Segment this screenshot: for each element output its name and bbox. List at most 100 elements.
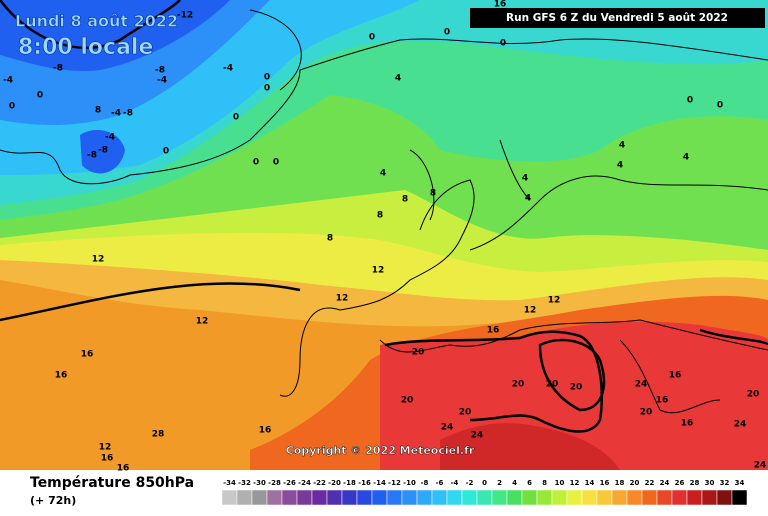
isotherm-label: -4 (157, 76, 167, 86)
legend-swatch (641, 489, 658, 506)
legend-tick-label: -16 (358, 479, 371, 487)
isotherm-label: -8 (98, 146, 108, 156)
isotherm-label: 0 (273, 158, 279, 168)
legend-tick-label: 34 (735, 479, 745, 487)
run-label: Run GFS 6 Z du Vendredi 5 août 2022 (506, 12, 728, 24)
legend-swatch (401, 489, 418, 506)
isotherm-label: 12 (196, 317, 209, 327)
legend-tick-label: 30 (705, 479, 715, 487)
isotherm-label: 8 (327, 234, 333, 244)
legend-swatch (461, 489, 478, 506)
legend-tick-label: -18 (343, 479, 356, 487)
legend-tick-label: 24 (660, 479, 670, 487)
isotherm-label: -8 (53, 64, 63, 74)
isotherm-label: 8 (95, 106, 101, 116)
isotherm-label: 24 (754, 461, 767, 471)
legend-swatch (626, 489, 643, 506)
region (80, 130, 125, 174)
legend-tick-label: -20 (328, 479, 341, 487)
legend-swatch (506, 489, 523, 506)
legend-swatch (236, 489, 253, 506)
legend: -34 -32 -30 -28 -26 -24 -22 -20 -18 -16 -14 -12 -10-… (221, 479, 748, 506)
isotherm-contours (0, 0, 768, 433)
footer-lead: (+ 72h) (30, 494, 76, 507)
isotherm-label: 0 (233, 113, 239, 123)
isotherm-label: 16 (487, 326, 500, 336)
legend-tick-label: -28 (268, 479, 281, 487)
legend-swatch (311, 489, 328, 506)
isotherm-label: 0 (163, 147, 169, 157)
isotherm-label: 20 (459, 408, 472, 418)
legend-tick-label: 12 (570, 479, 580, 487)
isotherm-label: 20 (640, 408, 653, 418)
isotherm-label: 12 (92, 255, 105, 265)
legend-swatch (686, 489, 703, 506)
isotherm-label: 0 (264, 84, 270, 94)
legend-tick-label: -32 (238, 479, 251, 487)
legend-tick-label: 16 (600, 479, 610, 487)
legend-swatch (701, 489, 718, 506)
isotherm-label: 12 (372, 266, 385, 276)
region (440, 423, 620, 470)
legend-tick-label: -24 (298, 479, 311, 487)
isotherm-label: 4 (683, 153, 689, 163)
legend-swatch (656, 489, 673, 506)
legend-tick-label: -4 (451, 479, 459, 487)
legend-swatch (491, 489, 508, 506)
isotherm-label: 16 (55, 371, 68, 381)
legend-swatch (356, 489, 373, 506)
legend-tick-label: 26 (675, 479, 685, 487)
isotherm-label: -4 (3, 76, 13, 86)
legend-tick-label: -12 (388, 479, 401, 487)
isotherm-label: 16 (81, 350, 94, 360)
legend-swatch (716, 489, 733, 506)
legend-swatch (386, 489, 403, 506)
isotherm-label: 12 (548, 296, 561, 306)
legend-tick-label: -6 (436, 479, 444, 487)
legend-tick-label: -10 (403, 479, 416, 487)
isotherm-label: 16 (656, 396, 669, 406)
legend-swatch (446, 489, 463, 506)
isotherm-label: 8 (430, 189, 436, 199)
legend-swatch (731, 489, 748, 506)
isotherm-label: 16 (259, 426, 272, 436)
legend-tick-label: 32 (720, 479, 730, 487)
legend-swatch (611, 489, 628, 506)
legend-swatch (551, 489, 568, 506)
legend-swatch (521, 489, 538, 506)
isotherm-label: 0 (444, 28, 450, 38)
isotherm-label: 12 (336, 294, 349, 304)
isotherm-label: 4 (525, 194, 531, 204)
isotherm-label: -4 (111, 109, 121, 119)
isotherm-label: 24 (441, 423, 454, 433)
isotherm-label: -8 (155, 66, 165, 76)
isotherm-label: 20 (570, 383, 583, 393)
legend-tick-label: 8 (542, 479, 547, 487)
isotherm-label: 16 (681, 419, 694, 429)
legend-tick-label: 2 (497, 479, 502, 487)
isotherm-label: -12 (177, 11, 193, 21)
isotherm-label: 28 (152, 430, 165, 440)
isotherm-label: 8 (402, 195, 408, 205)
legend-tick-label: 4 (512, 479, 517, 487)
isotherm-label: 0 (253, 158, 259, 168)
legend-tick-label: -30 (253, 479, 266, 487)
isotherm-label: 4 (522, 174, 528, 184)
isotherm-label: 20 (401, 396, 414, 406)
legend-tick-label: 10 (555, 479, 565, 487)
isotherm-label: 4 (619, 141, 625, 151)
legend-swatch (476, 489, 493, 506)
legend-swatch (341, 489, 358, 506)
legend-swatch (671, 489, 688, 506)
isotherm-label: -8 (87, 151, 97, 161)
legend-tick-label: 28 (690, 479, 700, 487)
isotherm-label: 24 (471, 431, 484, 441)
isotherm-label: -8 (123, 109, 133, 119)
isotherm-label: 16 (117, 464, 130, 474)
legend-swatch (596, 489, 613, 506)
legend-tick-label: 14 (585, 479, 595, 487)
legend-swatch (326, 489, 343, 506)
legend-swatch (221, 489, 238, 506)
isotherm-label: 4 (380, 169, 386, 179)
copyright: Copyright © 2022 Meteociel.fr (286, 444, 475, 457)
